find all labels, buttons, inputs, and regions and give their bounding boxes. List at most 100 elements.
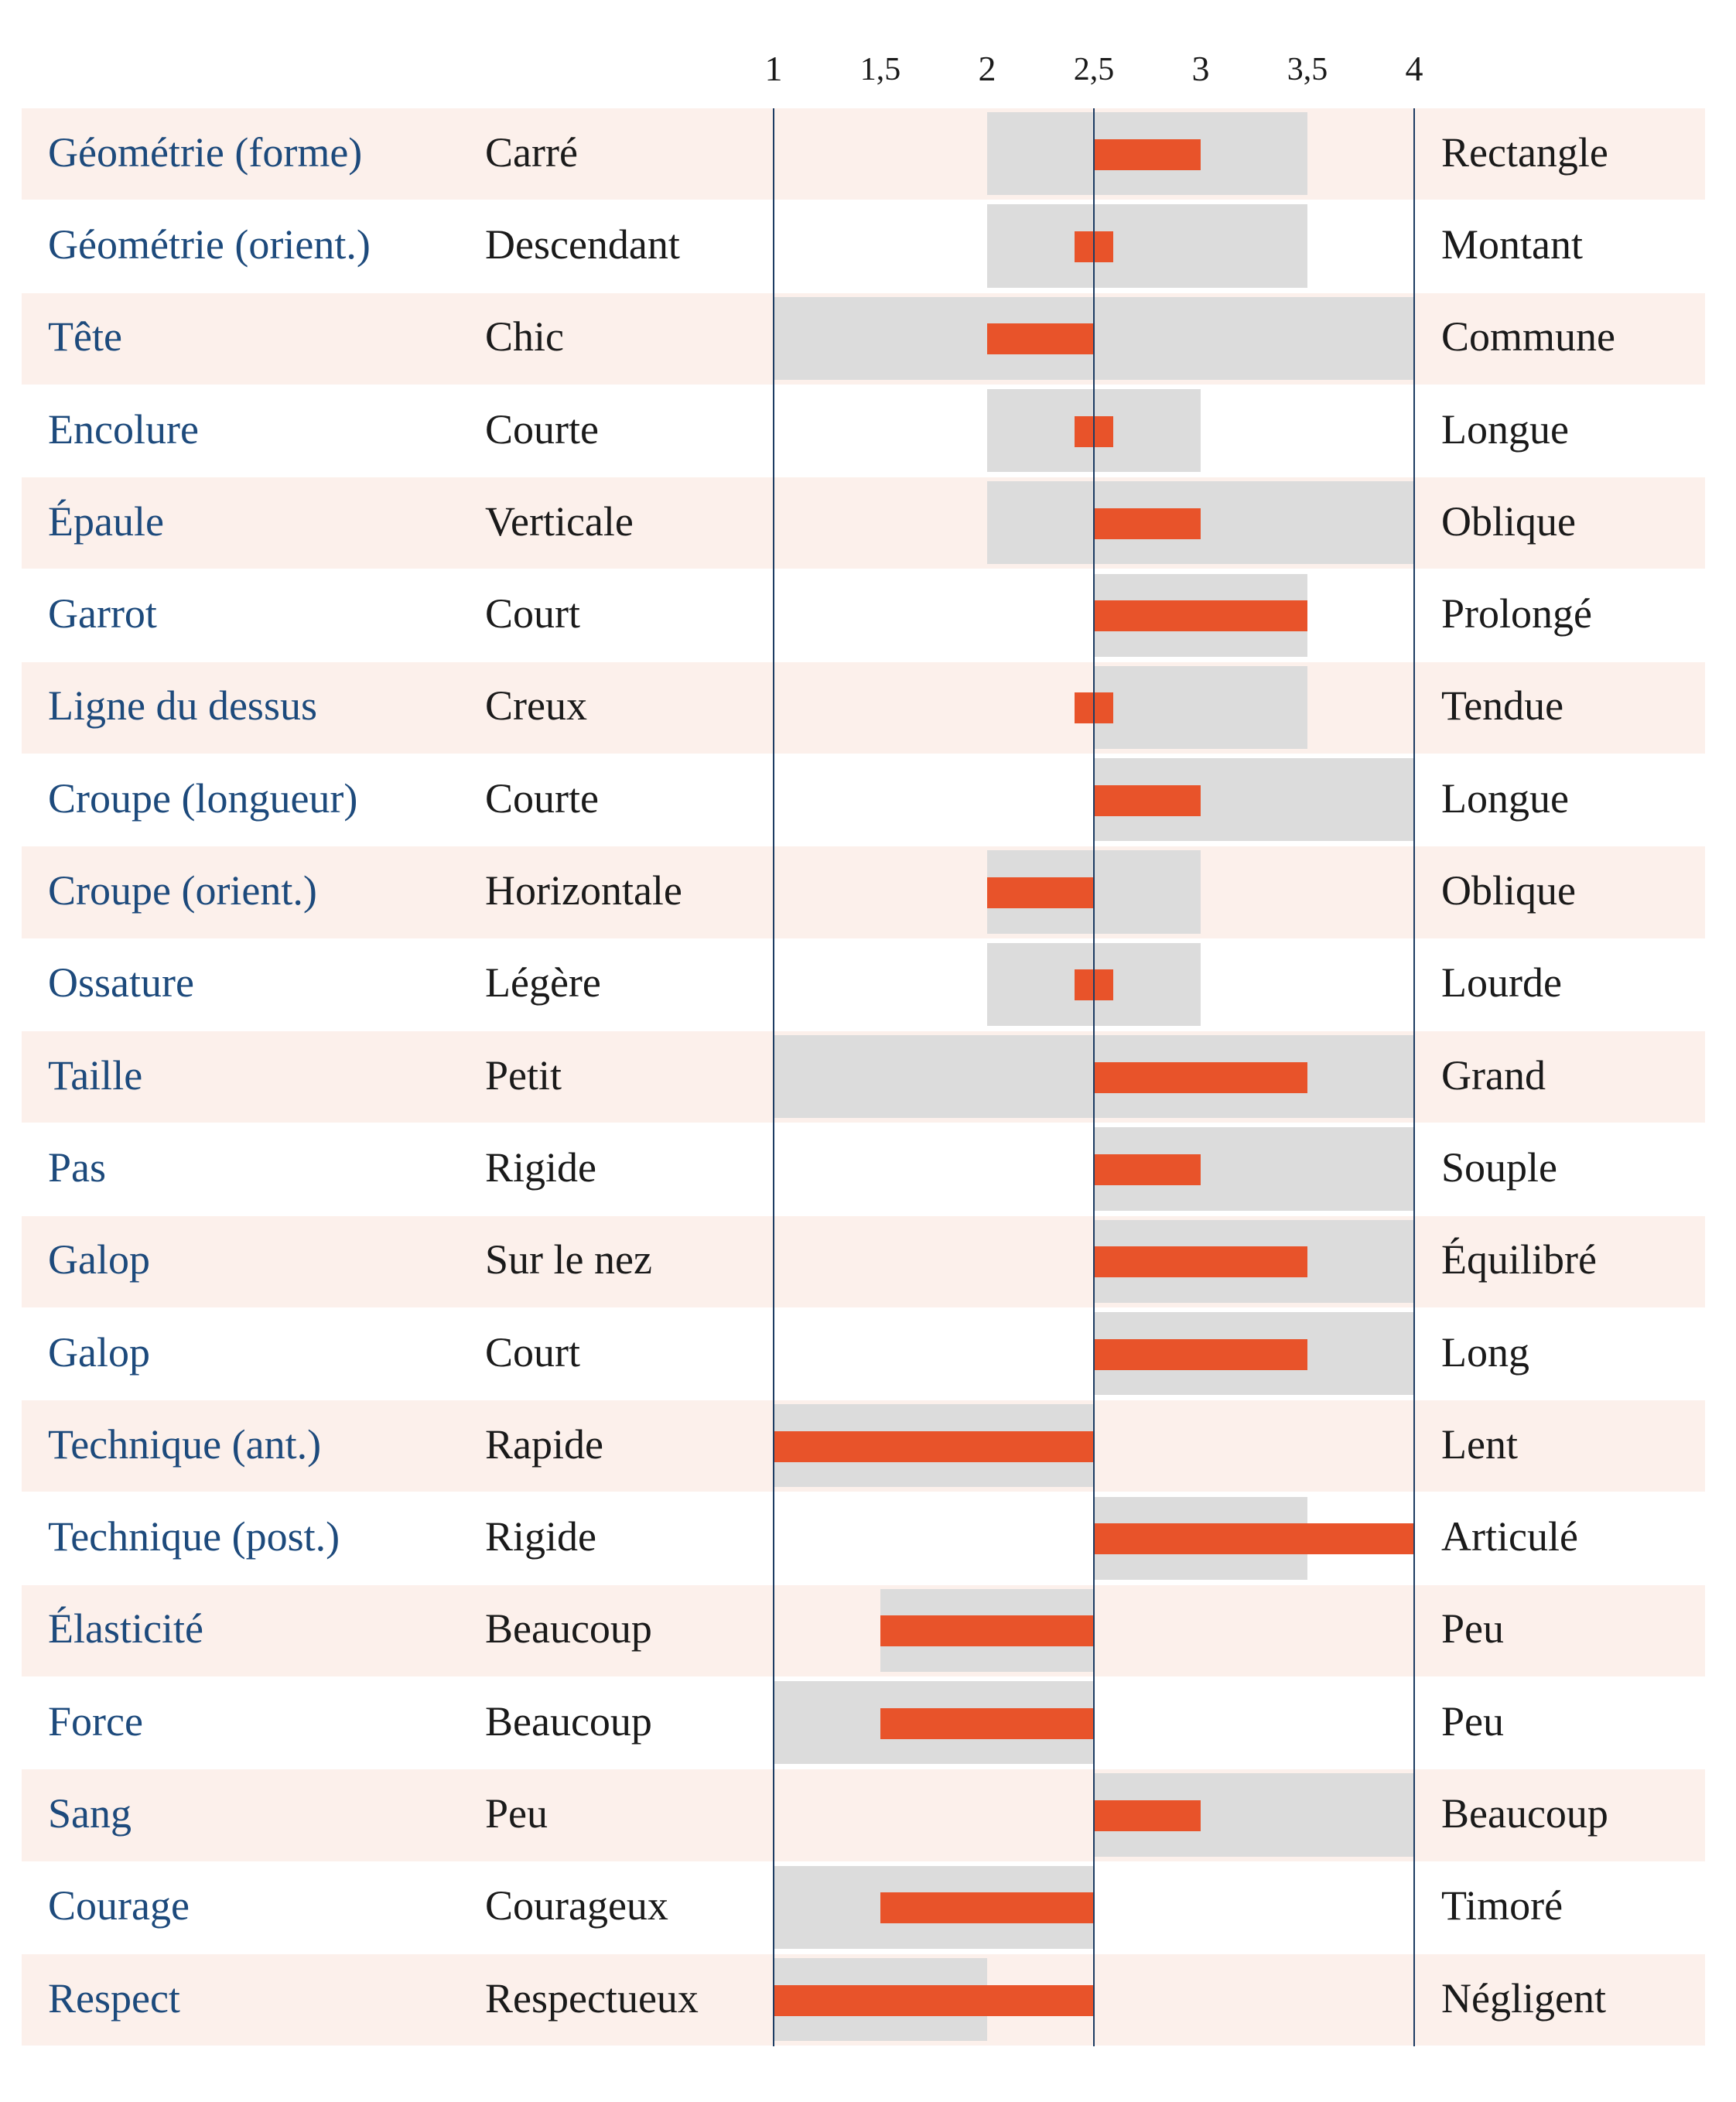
x-tick-label: 3 [1191,49,1210,88]
value-bar [1094,1523,1414,1555]
trait-label: Force [48,1697,143,1745]
range-bar [987,481,1414,565]
right-pole-label: Tendue [1441,682,1564,730]
left-pole-label: Courte [485,405,599,453]
trait-label: Ossature [48,959,194,1007]
row-band [22,108,1705,200]
left-pole-label: Peu [485,1790,548,1837]
trait-label: Croupe (orient.) [48,867,317,914]
trait-label: Élasticité [48,1605,203,1653]
right-pole-label: Oblique [1441,867,1576,914]
trait-label: Tête [48,313,122,361]
left-pole-label: Verticale [485,497,634,545]
axis-line [773,108,774,2047]
left-pole-label: Courageux [485,1882,668,1929]
row-band [22,477,1705,569]
right-pole-label: Prolongé [1441,590,1592,637]
trait-label: Technique (post.) [48,1513,340,1560]
value-bar [1094,1154,1201,1185]
left-pole-label: Légère [485,959,601,1007]
left-pole-label: Horizontale [485,867,682,914]
x-tick-label: 3,5 [1287,52,1328,87]
right-pole-label: Oblique [1441,497,1576,545]
right-pole-label: Négligent [1441,1974,1606,2022]
left-pole-label: Descendant [485,220,680,268]
axis-line [1413,108,1415,2047]
axis-line [1093,108,1095,2047]
left-pole-label: Court [485,590,581,637]
right-pole-label: Peu [1441,1605,1504,1653]
trait-label: Taille [48,1051,143,1099]
right-pole-label: Montant [1441,220,1583,268]
left-pole-label: Carré [485,128,578,176]
trait-label: Épaule [48,497,164,545]
value-bar [1094,1800,1201,1832]
trait-label: Géométrie (forme) [48,128,363,176]
right-pole-label: Lent [1441,1420,1518,1468]
x-tick-label: 2 [978,49,996,88]
trait-label: Respect [48,1974,180,2022]
trait-label: Technique (ant.) [48,1420,322,1468]
left-pole-label: Rigide [485,1143,596,1191]
value-bar [1094,508,1201,539]
trait-label: Croupe (longueur) [48,774,358,822]
value-bar [987,323,1094,355]
right-pole-label: Articulé [1441,1513,1578,1560]
left-pole-label: Sur le nez [485,1236,652,1283]
value-bar [1094,1246,1307,1278]
x-tick-label: 4 [1405,49,1423,88]
right-pole-label: Grand [1441,1051,1546,1099]
trait-label: Pas [48,1143,107,1191]
right-pole-label: Équilibré [1441,1236,1597,1283]
left-pole-label: Creux [485,682,587,730]
range-bar [1094,665,1307,750]
value-bar [1094,1338,1307,1370]
x-tick-label: 1 [764,49,783,88]
value-bar [774,1430,1094,1462]
row-band [22,1584,1705,1677]
value-bar [1094,600,1307,632]
value-bar [1094,1061,1307,1093]
right-pole-label: Peu [1441,1697,1504,1745]
trait-label: Galop [48,1328,150,1376]
right-pole-label: Timoré [1441,1882,1563,1929]
right-pole-label: Lourde [1441,959,1562,1007]
value-bar [880,1707,1094,1739]
value-bar [1094,138,1201,170]
left-pole-label: Petit [485,1051,562,1099]
row-band [22,1769,1705,1861]
left-pole-label: Chic [485,313,564,361]
row-band [22,1215,1705,1307]
right-pole-label: Longue [1441,774,1569,822]
trait-label: Encolure [48,405,199,453]
row-band [22,846,1705,938]
right-pole-label: Commune [1441,313,1615,361]
row-band [22,661,1705,754]
range-bar [987,204,1307,288]
trait-label: Sang [48,1790,132,1837]
right-pole-label: Souple [1441,1143,1558,1191]
left-pole-label: Rapide [485,1420,603,1468]
trait-label: Galop [48,1236,150,1283]
x-tick-label: 1,5 [859,52,901,87]
value-bar [774,1984,1094,2016]
value-bar [880,1892,1094,1924]
left-pole-label: Beaucoup [485,1697,652,1745]
left-pole-label: Rigide [485,1513,596,1560]
value-bar [880,1615,1094,1647]
left-pole-label: Beaucoup [485,1605,652,1653]
trait-label: Garrot [48,590,157,637]
right-pole-label: Beaucoup [1441,1790,1608,1837]
trait-label: Courage [48,1882,190,1929]
left-pole-label: Respectueux [485,1974,699,2022]
trait-label: Géométrie (orient.) [48,220,371,268]
left-pole-label: Court [485,1328,581,1376]
value-bar [1094,784,1201,816]
right-pole-label: Rectangle [1441,128,1608,176]
right-pole-label: Longue [1441,405,1569,453]
left-pole-label: Courte [485,774,599,822]
value-bar [987,877,1094,909]
trait-label: Ligne du dessus [48,682,317,730]
x-tick-label: 2,5 [1073,52,1115,87]
